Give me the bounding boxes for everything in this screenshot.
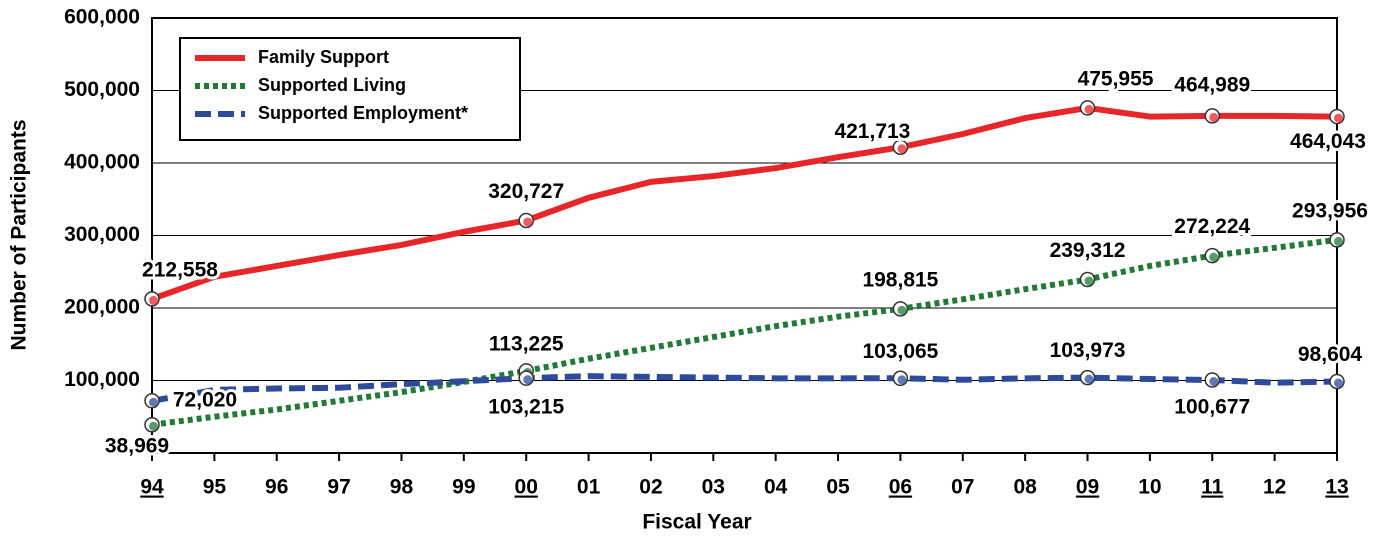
data-label: 198,815 [862, 268, 938, 291]
y-tick-label: 300,000 [64, 223, 140, 246]
series-line [150, 104, 1338, 302]
legend-label: Family Support [258, 47, 389, 67]
x-tick-label: 05 [826, 476, 850, 499]
x-tick-label: 98 [390, 476, 414, 499]
x-tick-label: 94 [140, 476, 164, 499]
x-tick-label: 95 [203, 476, 227, 499]
x-tick-label: 96 [265, 476, 288, 499]
x-tick-label: 09 [1076, 476, 1099, 499]
point-marker-fill [149, 421, 158, 431]
y-tick-label: 400,000 [64, 151, 140, 174]
point-marker-fill [1334, 378, 1343, 388]
data-label: 98,604 [1298, 343, 1363, 366]
data-label: 320,727 [488, 180, 564, 203]
x-tick-label: 08 [1013, 476, 1037, 499]
x-tick-label: 12 [1263, 476, 1286, 499]
x-tick-label: 02 [639, 476, 662, 499]
legend-label: Supported Living [258, 75, 406, 95]
point-marker-fill [1209, 252, 1219, 262]
data-label: 100,677 [1174, 396, 1250, 419]
point-marker-fill [1209, 112, 1219, 122]
point-marker-fill [1084, 374, 1094, 384]
data-label: 293,956 [1292, 199, 1368, 222]
y-axis-title: Number of Participants [8, 119, 31, 350]
data-label: 103,973 [1050, 339, 1126, 362]
x-tick-label: 04 [764, 476, 788, 499]
data-label: 212,558 [142, 258, 218, 281]
x-tick-label: 06 [889, 476, 912, 499]
x-tick-label: 03 [702, 476, 725, 499]
series-line [151, 373, 1338, 404]
data-label: 72,020 [173, 388, 237, 411]
data-label: 103,065 [862, 340, 938, 363]
y-tick-label: 600,000 [64, 6, 140, 29]
x-tick-label: 10 [1138, 476, 1161, 499]
y-tick-label: 500,000 [64, 78, 140, 101]
x-tick-label: 07 [951, 476, 974, 499]
point-marker-fill [1084, 276, 1094, 286]
series-line [151, 236, 1338, 428]
legend-label: Supported Employment* [258, 103, 468, 123]
point-marker-fill [1334, 236, 1343, 246]
data-label: 464,989 [1174, 73, 1250, 96]
point-marker-fill [149, 295, 158, 305]
point-marker-fill [897, 305, 907, 315]
point-marker-fill [523, 375, 533, 385]
x-axis-title: Fiscal Year [642, 511, 751, 534]
point-marker-fill [149, 397, 158, 407]
data-label: 239,312 [1050, 239, 1126, 262]
data-label: 475,955 [1078, 67, 1154, 90]
point-marker-fill [1084, 104, 1094, 114]
y-tick-label: 200,000 [64, 296, 140, 319]
point-marker-fill [1334, 113, 1343, 123]
y-tick-label: 100,000 [64, 368, 140, 391]
data-label: 103,215 [488, 396, 564, 419]
x-tick-label: 01 [577, 476, 601, 499]
x-tick-label: 11 [1201, 476, 1224, 499]
data-label: 113,225 [489, 332, 564, 355]
point-marker-fill [1209, 377, 1219, 387]
x-tick-label: 00 [515, 476, 538, 499]
data-label: 421,713 [834, 120, 910, 143]
data-label: 272,224 [1174, 215, 1250, 238]
x-tick-label: 99 [452, 476, 475, 499]
point-marker-fill [897, 144, 907, 154]
point-marker-fill [897, 375, 907, 385]
point-marker-fill [523, 217, 533, 227]
data-label: 464,043 [1290, 130, 1366, 153]
x-tick-label: 13 [1325, 476, 1348, 499]
x-tick-label: 97 [327, 476, 350, 499]
data-label: 38,969 [105, 434, 169, 457]
